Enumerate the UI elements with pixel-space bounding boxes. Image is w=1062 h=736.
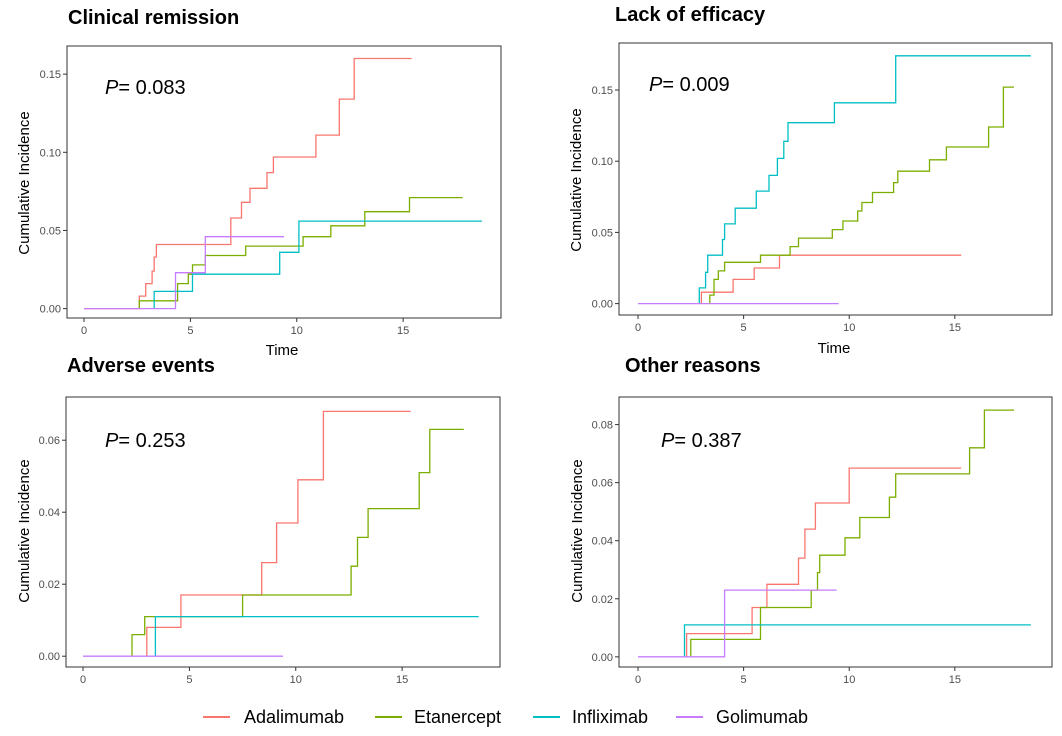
legend: Adalimumab Etanercept Infliximab Golimum… <box>203 707 808 727</box>
series-line-adalimumab <box>146 410 411 657</box>
x-tick-label: 10 <box>290 674 302 686</box>
axis-ticks: 0 5 10 15 0.00 0.05 0.10 0.15 <box>592 85 961 334</box>
y-tick-label: 0.15 <box>592 85 613 97</box>
series-line-adalimumab <box>84 57 412 310</box>
y-tick-label: 0.02 <box>592 594 613 606</box>
panel-title: Clinical remission <box>68 7 239 29</box>
series-line-etanercept <box>138 196 463 309</box>
panel-lack-of-efficacy: Lack of efficacy Cumulative Incidence Ti… <box>568 4 1053 357</box>
x-tick-label: 0 <box>80 674 86 686</box>
panel-clinical-remission: Clinical remission Cumulative Incidence … <box>16 7 502 359</box>
y-tick-label: 0.00 <box>39 651 60 663</box>
legend-label: Infliximab <box>572 707 648 727</box>
series-line-infliximab <box>698 55 1031 304</box>
p-value-annotation: P= 0.387 <box>661 430 742 452</box>
x-tick-label: 0 <box>635 322 641 334</box>
plot-frame <box>618 42 1053 316</box>
plot-frame <box>65 396 501 668</box>
series-line-etanercept <box>690 409 1014 657</box>
series-group <box>84 57 482 310</box>
series-line-adalimumab <box>700 254 962 304</box>
y-tick-label: 0.15 <box>40 69 61 81</box>
y-tick-label: 0.08 <box>592 420 613 432</box>
legend-label: Etanercept <box>414 707 501 727</box>
axis-ticks: 0 5 10 15 0.00 0.05 0.10 0.15 <box>40 69 410 337</box>
series-group <box>638 409 1031 658</box>
x-tick-label: 15 <box>949 322 961 334</box>
legend-label: Golimumab <box>716 707 808 727</box>
y-tick-label: 0.04 <box>39 507 60 519</box>
axis-ticks: 0 5 10 15 0.00 0.02 0.04 0.06 <box>39 435 409 686</box>
y-tick-label: 0.10 <box>592 156 613 168</box>
x-tick-label: 0 <box>635 674 641 686</box>
y-axis-label: Cumulative Incidence <box>16 111 33 254</box>
p-value-annotation: P= 0.009 <box>649 74 730 96</box>
x-tick-label: 5 <box>187 325 193 337</box>
series-group <box>638 55 1031 305</box>
p-value: = 0.009 <box>662 74 729 96</box>
series-line-infliximab <box>683 624 1031 657</box>
series-line-etanercept <box>131 428 464 657</box>
series-line-infliximab <box>153 220 482 309</box>
x-tick-label: 5 <box>741 674 747 686</box>
p-value: = 0.083 <box>118 77 185 99</box>
legend-item-infliximab[interactable]: Infliximab <box>533 707 648 727</box>
plot-frame <box>618 396 1053 668</box>
p-symbol: P <box>661 430 675 452</box>
x-axis-label: Time <box>266 342 299 359</box>
panel-title: Lack of efficacy <box>615 4 766 26</box>
legend-label: Adalimumab <box>244 707 344 727</box>
panel-adverse-events: Adverse events Cumulative Incidence P= 0… <box>16 355 501 686</box>
legend-item-golimumab[interactable]: Golimumab <box>676 707 808 727</box>
y-tick-label: 0.00 <box>40 304 61 316</box>
x-tick-label: 10 <box>291 325 303 337</box>
x-tick-label: 10 <box>843 322 855 334</box>
x-axis-label: Time <box>818 340 851 357</box>
x-tick-label: 10 <box>843 674 855 686</box>
plot-frame <box>66 45 502 319</box>
p-symbol: P <box>105 430 119 452</box>
series-line-etanercept <box>709 86 1014 304</box>
y-tick-label: 0.02 <box>39 579 60 591</box>
y-tick-label: 0.00 <box>592 299 613 311</box>
y-tick-label: 0.06 <box>39 435 60 447</box>
legend-item-etanercept[interactable]: Etanercept <box>375 707 501 727</box>
x-tick-label: 0 <box>81 325 87 337</box>
panel-other-reasons: Other reasons Cumulative Incidence P= 0.… <box>569 355 1053 686</box>
y-axis-label: Cumulative Incidence <box>569 459 586 602</box>
y-axis-label: Cumulative Incidence <box>16 459 33 602</box>
x-tick-label: 15 <box>396 674 408 686</box>
legend-item-adalimumab[interactable]: Adalimumab <box>203 707 344 727</box>
p-value: = 0.387 <box>674 430 741 452</box>
x-tick-label: 15 <box>397 325 409 337</box>
series-group <box>83 410 479 657</box>
p-value-annotation: P= 0.083 <box>105 77 186 99</box>
y-tick-label: 0.05 <box>592 227 613 239</box>
y-tick-label: 0.10 <box>40 147 61 159</box>
y-axis-label: Cumulative Incidence <box>568 108 585 251</box>
y-tick-label: 0.04 <box>592 536 613 548</box>
p-symbol: P <box>649 74 663 96</box>
p-value-annotation: P= 0.253 <box>105 430 186 452</box>
p-value: = 0.253 <box>118 430 185 452</box>
p-symbol: P <box>105 77 119 99</box>
series-line-infliximab <box>154 615 479 657</box>
series-line-golimumab <box>638 589 837 658</box>
y-tick-label: 0.05 <box>40 225 61 237</box>
panel-title: Other reasons <box>625 355 761 377</box>
x-tick-label: 5 <box>186 674 192 686</box>
x-tick-label: 5 <box>741 322 747 334</box>
y-tick-label: 0.06 <box>592 478 613 490</box>
panel-title: Adverse events <box>67 355 215 377</box>
y-tick-label: 0.00 <box>592 652 613 664</box>
axis-ticks: 0 5 10 15 0.00 0.02 0.04 0.06 0.08 <box>592 420 961 686</box>
x-tick-label: 15 <box>949 674 961 686</box>
series-line-golimumab <box>84 236 284 310</box>
